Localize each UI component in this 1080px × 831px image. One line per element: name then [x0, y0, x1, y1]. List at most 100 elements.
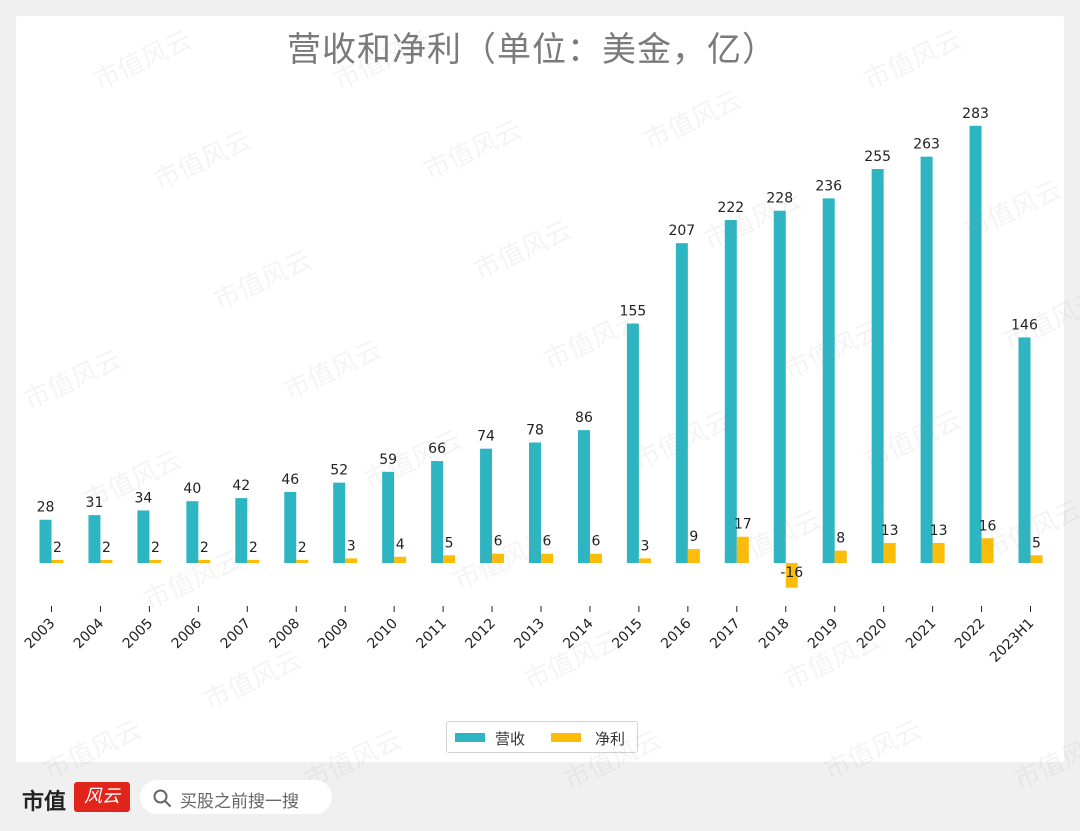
net-profit-bar-2005	[149, 559, 162, 563]
net-profit-bar-2017	[736, 536, 749, 563]
x-tick-label-2011: 2011	[413, 616, 450, 653]
net-profit-bar-2015	[638, 558, 651, 563]
revenue-bar-2021	[920, 156, 933, 564]
revenue-bar-2003	[39, 519, 52, 563]
revenue-label-2013: 78	[526, 422, 544, 438]
x-tick-label-2012: 2012	[462, 616, 499, 653]
revenue-bar-2006	[186, 501, 199, 563]
net-profit-bar-2014	[589, 553, 602, 563]
chart-card	[16, 16, 1064, 762]
revenue-label-2008: 46	[281, 472, 299, 488]
net-profit-label-2016: 9	[689, 529, 698, 545]
revenue-bar-2019	[822, 198, 835, 563]
x-tick-label-2015: 2015	[609, 616, 646, 653]
revenue-bar-2005	[137, 510, 150, 563]
revenue-bar-2008	[284, 491, 297, 563]
net-profit-label-2003: 2	[53, 540, 62, 556]
revenue-bar-2012	[480, 448, 493, 563]
x-tick-label-2014: 2014	[560, 615, 597, 652]
net-profit-label-2021: 13	[930, 523, 948, 539]
revenue-label-2015: 155	[620, 304, 647, 320]
net-profit-label-2022: 16	[979, 518, 997, 534]
net-profit-bar-2008	[296, 559, 309, 563]
x-tick-label-2022: 2022	[952, 616, 989, 653]
net-profit-bar-2018	[785, 563, 798, 588]
revenue-bar-2015	[626, 323, 639, 563]
x-tick-label-2009: 2009	[316, 616, 353, 653]
x-tick-label-2004: 2004	[71, 615, 108, 652]
net-profit-label-2005: 2	[151, 540, 160, 556]
chart-legend: 营收 净利	[446, 721, 638, 753]
net-profit-label-2013: 6	[543, 534, 552, 550]
legend-label-net-profit: 净利	[595, 730, 626, 748]
revenue-label-2021: 263	[913, 137, 940, 153]
x-tick-label-2006: 2006	[169, 615, 206, 652]
net-profit-bar-2021	[932, 542, 945, 563]
revenue-bar-2018	[773, 210, 786, 564]
x-tick-label-2016: 2016	[658, 615, 695, 652]
x-tick-label-2008: 2008	[267, 616, 304, 653]
net-profit-label-2009: 3	[347, 538, 356, 554]
revenue-bar-2004	[88, 515, 101, 563]
net-profit-bar-2013	[541, 553, 553, 563]
net-profit-bar-2003	[51, 559, 64, 563]
x-tick-label-2013: 2013	[511, 616, 548, 653]
x-tick-label-2020: 2020	[854, 616, 891, 653]
x-tick-label-2019: 2019	[805, 616, 842, 653]
revenue-label-2004: 31	[86, 495, 104, 511]
net-profit-bar-2011	[443, 555, 456, 563]
net-profit-label-2020: 13	[881, 523, 899, 539]
revenue-bar-2010	[382, 471, 395, 563]
net-profit-label-2017: 17	[734, 517, 752, 533]
revenue-label-2019: 236	[815, 178, 842, 194]
net-profit-bar-2004	[100, 559, 113, 563]
x-tick-label-2003: 2003	[22, 616, 59, 653]
search-placeholder: 买股之前搜一搜	[180, 792, 299, 812]
revenue-label-2022: 283	[962, 106, 989, 122]
revenue-label-2003: 28	[37, 500, 55, 516]
x-tick-label-2017: 2017	[707, 616, 744, 653]
net-profit-bar-2016	[687, 549, 700, 563]
search-box[interactable]: 买股之前搜一搜	[140, 780, 332, 814]
revenue-label-2009: 52	[330, 463, 348, 479]
x-tick-label-2010: 2010	[364, 616, 401, 653]
revenue-label-2016: 207	[668, 223, 695, 239]
net-profit-label-2007: 2	[249, 540, 258, 556]
footer-bar: 市值 风云 买股之前搜一搜	[0, 762, 1080, 831]
net-profit-bar-2012	[492, 553, 505, 563]
revenue-label-2007: 42	[232, 478, 250, 494]
net-profit-label-2015: 3	[640, 538, 649, 554]
brand-logo-text: 市值	[22, 789, 67, 815]
revenue-label-2014: 86	[575, 410, 593, 426]
legend-swatch-revenue	[455, 733, 485, 742]
revenue-bar-2020	[871, 169, 884, 563]
net-profit-bar-2006	[198, 559, 211, 563]
net-profit-label-2018: -16	[780, 565, 803, 581]
revenue-bar-2023H1	[1018, 337, 1031, 563]
net-profit-label-2012: 6	[494, 534, 503, 550]
revenue-label-2018: 228	[766, 191, 793, 207]
net-profit-bar-2010	[394, 556, 407, 563]
revenue-label-2012: 74	[477, 429, 495, 445]
revenue-bar-2014	[577, 430, 590, 563]
bar-chart: 2822003312200434220054022006422200746220…	[22, 106, 1043, 666]
revenue-label-2023H1: 146	[1011, 317, 1038, 333]
revenue-bar-2011	[431, 461, 444, 563]
revenue-label-2006: 40	[183, 481, 201, 497]
net-profit-bar-2019	[834, 550, 847, 563]
x-tick-label-2005: 2005	[120, 616, 157, 653]
net-profit-bar-2007	[247, 559, 260, 563]
net-profit-bar-2023H1	[1030, 555, 1043, 563]
net-profit-label-2010: 4	[396, 537, 405, 553]
legend-swatch-net-profit	[551, 733, 581, 742]
chart-title: 营收和净利（单位：美金，亿）	[287, 30, 777, 70]
revenue-label-2020: 255	[864, 149, 891, 165]
net-profit-label-2011: 5	[445, 535, 454, 551]
net-profit-label-2006: 2	[200, 540, 209, 556]
x-tick-label-2007: 2007	[218, 616, 255, 653]
x-tick-label-2021: 2021	[903, 616, 940, 653]
revenue-label-2010: 59	[379, 452, 397, 468]
revenue-bar-2017	[724, 220, 737, 563]
net-profit-label-2014: 6	[591, 534, 600, 550]
search-icon	[153, 789, 171, 807]
